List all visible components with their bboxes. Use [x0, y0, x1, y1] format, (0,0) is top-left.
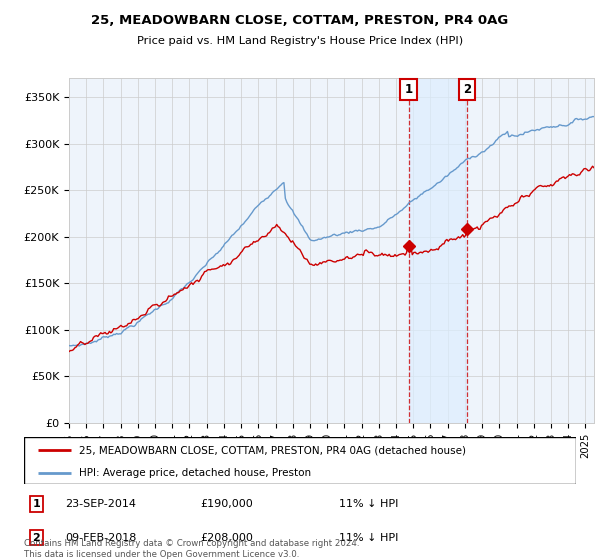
Text: £208,000: £208,000 [200, 533, 254, 543]
Text: Price paid vs. HM Land Registry's House Price Index (HPI): Price paid vs. HM Land Registry's House … [137, 36, 463, 46]
Bar [409, 78, 467, 423]
FancyBboxPatch shape [24, 437, 576, 484]
Text: 23-SEP-2014: 23-SEP-2014 [65, 499, 136, 509]
Text: 2: 2 [32, 533, 40, 543]
Text: 09-FEB-2018: 09-FEB-2018 [65, 533, 137, 543]
Text: 2: 2 [463, 83, 471, 96]
Text: 11% ↓ HPI: 11% ↓ HPI [338, 499, 398, 509]
Text: 25, MEADOWBARN CLOSE, COTTAM, PRESTON, PR4 0AG: 25, MEADOWBARN CLOSE, COTTAM, PRESTON, P… [91, 14, 509, 27]
Text: 25, MEADOWBARN CLOSE, COTTAM, PRESTON, PR4 0AG (detached house): 25, MEADOWBARN CLOSE, COTTAM, PRESTON, P… [79, 445, 466, 455]
Text: HPI: Average price, detached house, Preston: HPI: Average price, detached house, Pres… [79, 468, 311, 478]
Text: 1: 1 [404, 83, 413, 96]
Text: 1: 1 [32, 499, 40, 509]
Text: £190,000: £190,000 [200, 499, 253, 509]
Text: 11% ↓ HPI: 11% ↓ HPI [338, 533, 398, 543]
Text: Contains HM Land Registry data © Crown copyright and database right 2024.
This d: Contains HM Land Registry data © Crown c… [24, 539, 359, 559]
